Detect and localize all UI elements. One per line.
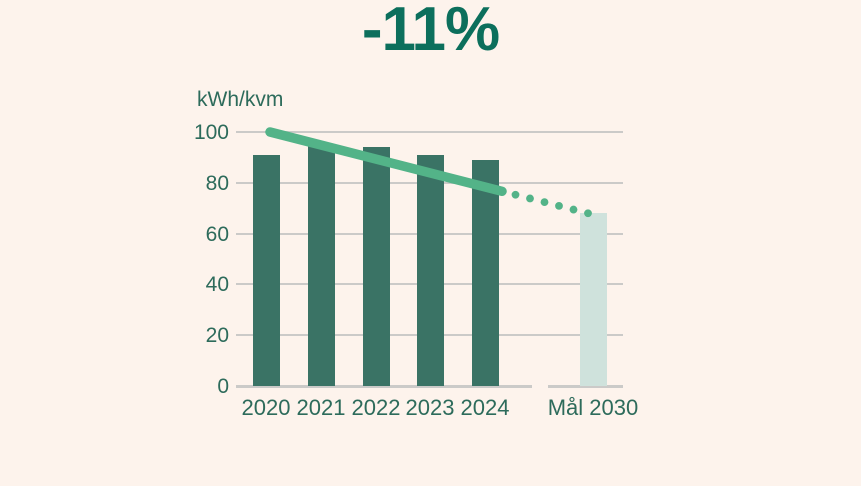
- bar-2023: [416, 154, 444, 386]
- gridline-100: [236, 131, 623, 133]
- x-tick-label-2020: 2020: [241, 395, 291, 420]
- bar-2022: [362, 147, 390, 386]
- bar-2020: [252, 154, 280, 386]
- chart-title: -11%: [361, 0, 500, 64]
- trend-line-dot: [540, 198, 549, 207]
- bar-2021: [307, 144, 335, 386]
- x-axis-baseline: [236, 385, 532, 388]
- y-axis-unit-label: kWh/kvm: [197, 88, 284, 111]
- x-tick-label-2022: 2022: [351, 395, 401, 420]
- trend-line-dot: [569, 205, 578, 214]
- y-tick-label-100: 100: [193, 121, 229, 144]
- y-tick-label-0: 0: [217, 375, 229, 398]
- x-axis-baseline: [548, 385, 623, 388]
- y-tick-label-80: 80: [205, 171, 229, 195]
- y-tick-label-40: 40: [205, 273, 229, 297]
- bar-mal-2030: [579, 213, 607, 386]
- x-tick-label-2021: 2021: [296, 395, 346, 420]
- y-tick-label-20: 20: [205, 324, 229, 348]
- bar-2024: [471, 159, 499, 386]
- x-tick-label-2023: 2023: [405, 395, 455, 420]
- x-tick-label-mal-2030: Mål 2030: [547, 395, 639, 420]
- trend-line-dot: [526, 194, 534, 203]
- x-tick-label-2024: 2024: [460, 395, 510, 420]
- y-tick-label-60: 60: [205, 222, 229, 246]
- trend-line-dot: [555, 201, 563, 210]
- trend-line-dot: [511, 190, 520, 199]
